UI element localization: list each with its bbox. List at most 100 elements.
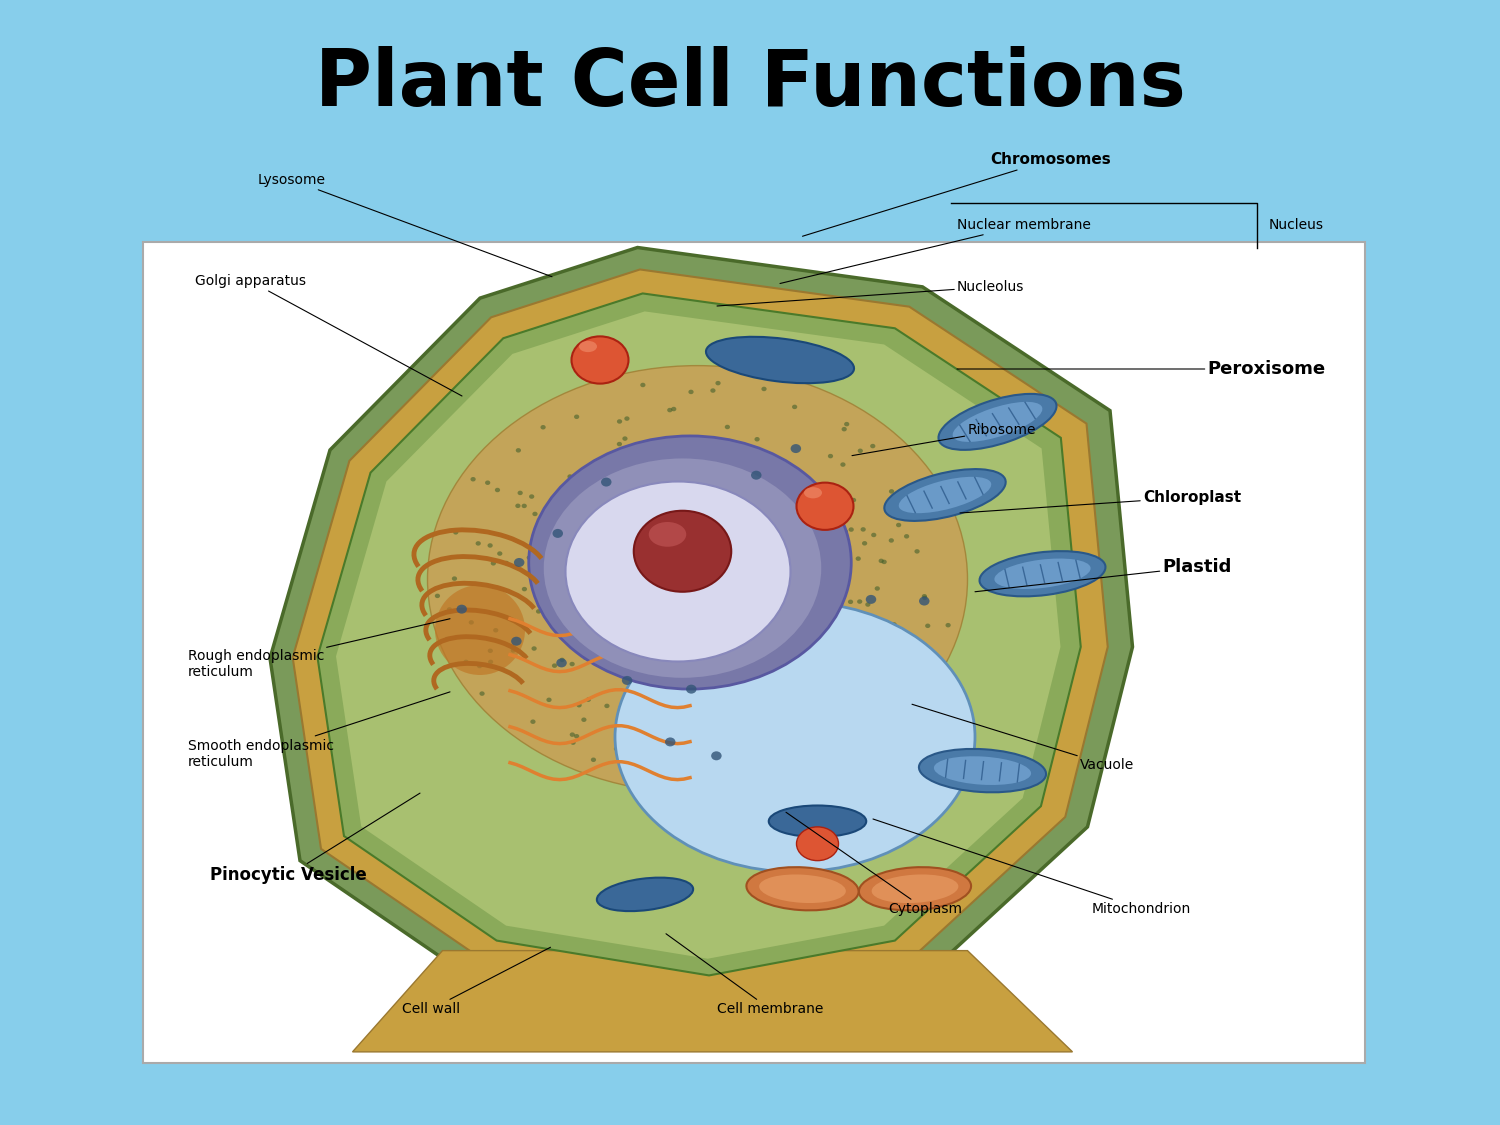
Ellipse shape <box>596 627 600 631</box>
Ellipse shape <box>747 749 752 754</box>
Ellipse shape <box>750 578 756 583</box>
Text: Mitochondrion: Mitochondrion <box>873 819 1191 916</box>
Ellipse shape <box>825 708 831 712</box>
Ellipse shape <box>610 634 616 639</box>
Ellipse shape <box>584 615 588 620</box>
Ellipse shape <box>444 637 450 641</box>
Ellipse shape <box>888 538 894 542</box>
Ellipse shape <box>752 594 756 598</box>
Ellipse shape <box>597 622 603 627</box>
Ellipse shape <box>658 515 663 520</box>
Ellipse shape <box>550 540 555 544</box>
Ellipse shape <box>891 622 897 627</box>
Ellipse shape <box>621 524 626 529</box>
Ellipse shape <box>722 471 726 476</box>
Ellipse shape <box>570 740 576 745</box>
Ellipse shape <box>471 477 476 482</box>
Ellipse shape <box>821 536 825 540</box>
Ellipse shape <box>598 557 603 561</box>
Ellipse shape <box>790 444 801 453</box>
Ellipse shape <box>716 480 720 485</box>
Ellipse shape <box>698 602 703 606</box>
Ellipse shape <box>567 475 573 479</box>
Ellipse shape <box>980 551 1106 596</box>
Ellipse shape <box>771 760 777 765</box>
Ellipse shape <box>796 827 838 861</box>
Ellipse shape <box>532 569 537 574</box>
Ellipse shape <box>945 623 951 628</box>
Ellipse shape <box>586 498 591 503</box>
Ellipse shape <box>604 703 609 708</box>
Ellipse shape <box>639 443 645 448</box>
FancyBboxPatch shape <box>142 242 1365 1063</box>
Ellipse shape <box>746 656 752 660</box>
Ellipse shape <box>759 874 846 903</box>
Ellipse shape <box>576 703 582 708</box>
Ellipse shape <box>786 646 792 650</box>
Ellipse shape <box>730 629 735 633</box>
Ellipse shape <box>939 394 1056 450</box>
Ellipse shape <box>628 562 634 567</box>
Ellipse shape <box>711 474 716 478</box>
Ellipse shape <box>540 425 546 430</box>
Ellipse shape <box>663 519 669 523</box>
Ellipse shape <box>570 662 574 666</box>
Ellipse shape <box>452 576 458 580</box>
Ellipse shape <box>582 718 586 722</box>
Ellipse shape <box>926 623 930 628</box>
Ellipse shape <box>615 602 975 872</box>
Ellipse shape <box>504 560 509 565</box>
Text: Rough endoplasmic
reticulum: Rough endoplasmic reticulum <box>188 619 450 678</box>
Ellipse shape <box>468 620 474 624</box>
Ellipse shape <box>640 382 645 387</box>
Ellipse shape <box>700 439 705 443</box>
Ellipse shape <box>711 608 716 612</box>
Ellipse shape <box>686 685 696 694</box>
Ellipse shape <box>693 488 698 493</box>
Ellipse shape <box>693 503 699 507</box>
Ellipse shape <box>453 530 459 534</box>
Ellipse shape <box>736 703 741 708</box>
Ellipse shape <box>882 559 886 564</box>
Ellipse shape <box>675 462 680 467</box>
Ellipse shape <box>675 451 681 456</box>
Ellipse shape <box>862 541 867 546</box>
Ellipse shape <box>922 595 927 600</box>
Ellipse shape <box>633 756 638 760</box>
Ellipse shape <box>747 595 752 600</box>
Text: Nucleolus: Nucleolus <box>717 280 1024 306</box>
Text: Pinocytic Vesicle: Pinocytic Vesicle <box>210 793 420 884</box>
Ellipse shape <box>456 604 466 613</box>
Ellipse shape <box>693 451 699 456</box>
Ellipse shape <box>762 387 766 391</box>
Ellipse shape <box>668 546 672 550</box>
Ellipse shape <box>552 664 556 668</box>
Ellipse shape <box>543 459 822 677</box>
Ellipse shape <box>690 673 696 677</box>
Ellipse shape <box>488 648 494 652</box>
Ellipse shape <box>920 596 930 605</box>
Ellipse shape <box>850 497 856 502</box>
Ellipse shape <box>570 536 576 540</box>
Ellipse shape <box>447 608 452 612</box>
Polygon shape <box>336 312 1060 958</box>
Ellipse shape <box>694 604 699 609</box>
Ellipse shape <box>579 480 584 485</box>
Ellipse shape <box>530 494 534 498</box>
Ellipse shape <box>812 655 816 659</box>
Text: Chloroplast: Chloroplast <box>960 489 1240 513</box>
Ellipse shape <box>770 806 867 837</box>
Ellipse shape <box>630 559 636 564</box>
Ellipse shape <box>678 614 682 619</box>
Ellipse shape <box>700 700 706 704</box>
Ellipse shape <box>650 760 656 765</box>
Ellipse shape <box>684 590 688 594</box>
Ellipse shape <box>705 440 710 444</box>
Ellipse shape <box>846 741 850 746</box>
Ellipse shape <box>915 549 920 554</box>
Ellipse shape <box>522 587 526 592</box>
Ellipse shape <box>736 667 741 672</box>
Polygon shape <box>352 951 1072 1052</box>
Ellipse shape <box>694 495 700 500</box>
Ellipse shape <box>858 449 862 453</box>
